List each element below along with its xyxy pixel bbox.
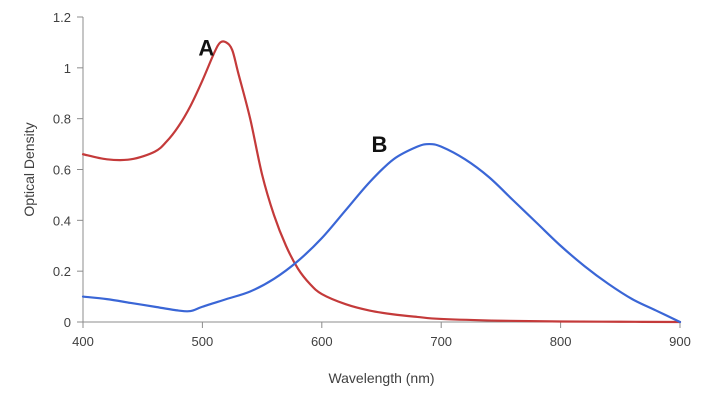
x-tick-label: 500 — [192, 334, 214, 349]
y-tick-label: 1 — [64, 61, 71, 76]
axes: 400 500 600 700 800 900 0 0.2 0.4 0.6 0.8 1 1.2 — [53, 10, 691, 349]
series-line-a — [81, 40, 682, 324]
x-tick-label: 400 — [72, 334, 94, 349]
y-tick-label: 0.4 — [53, 213, 71, 228]
x-tick-label: 600 — [311, 334, 333, 349]
x-tick-label: 700 — [430, 334, 452, 349]
x-tick-label: 900 — [669, 334, 691, 349]
y-tick-label: 0 — [64, 315, 71, 330]
y-tick-label: 0.6 — [53, 163, 71, 178]
annotations: AB — [198, 36, 387, 158]
y-tick-label: 0.8 — [53, 112, 71, 127]
series-label-b: B — [372, 132, 388, 157]
series-line-b — [81, 142, 682, 324]
series-layer — [81, 40, 682, 324]
x-axis-title: Wavelength (nm) — [328, 370, 434, 386]
x-tick-label: 800 — [550, 334, 572, 349]
y-axis-title: Optical Density — [21, 122, 37, 216]
y-tick-label: 0.2 — [53, 264, 71, 279]
y-tick-label: 1.2 — [53, 10, 71, 25]
series-label-a: A — [198, 36, 214, 61]
